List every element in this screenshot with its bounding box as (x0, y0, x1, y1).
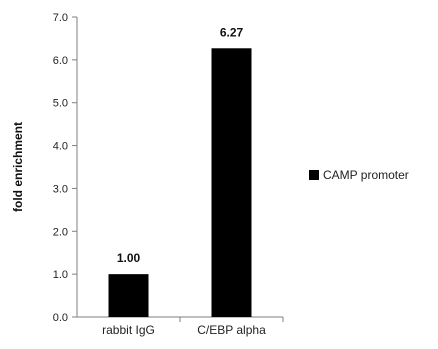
legend-swatch (309, 170, 319, 180)
y-axis-title: fold enrichment (11, 122, 25, 212)
x-tick-label: C/EBP alpha (197, 323, 266, 337)
y-tick-label: 5.0 (53, 98, 68, 110)
legend-label: CAMP promoter (323, 168, 409, 182)
y-tick-label: 0.0 (53, 312, 68, 324)
legend: CAMP promoter (309, 168, 409, 182)
x-tick-label: rabbit IgG (102, 323, 155, 337)
data-label: 1.00 (117, 251, 141, 265)
data-label: 6.27 (220, 25, 244, 39)
plot-area: 0.0 1.0 2.0 3.0 4.0 5.0 6.0 7.0 1.00 rabbit IgG 6.… (53, 12, 284, 337)
y-tick-label: 3.0 (53, 183, 68, 195)
y-tick-label: 4.0 (53, 141, 68, 153)
y-tick-label: 7.0 (53, 12, 68, 24)
y-tick-label: 6.0 (53, 55, 68, 67)
y-tick-label: 1.0 (53, 269, 68, 281)
bar (211, 48, 252, 318)
bar (108, 274, 149, 317)
y-tick-label: 2.0 (53, 226, 68, 238)
